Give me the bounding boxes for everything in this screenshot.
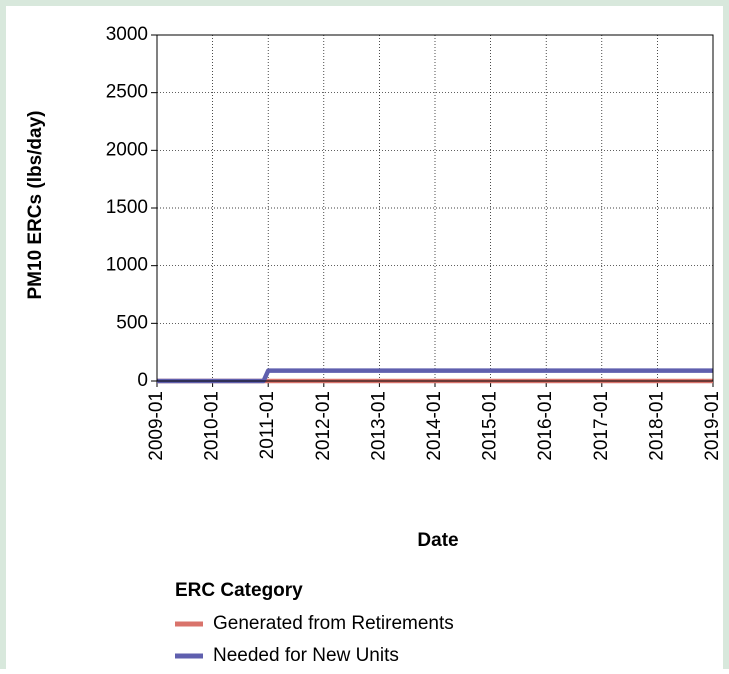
x-tick-label: 2012-01 bbox=[313, 391, 334, 461]
plot-border bbox=[156, 34, 714, 382]
x-tick-label: 2011-01 bbox=[257, 391, 278, 459]
panel bbox=[6, 6, 723, 669]
x-tick-label: 2016-01 bbox=[535, 391, 556, 461]
x-tick-label: 2013-01 bbox=[368, 391, 389, 461]
x-tick-label: 2014-01 bbox=[424, 391, 445, 461]
x-tick-label: 2019-01 bbox=[702, 391, 723, 461]
y-tick-label: 1000 bbox=[106, 255, 148, 276]
x-axis-label: Date bbox=[417, 530, 458, 551]
legend-label: Generated from Retirements bbox=[213, 613, 454, 634]
y-tick-label: 3000 bbox=[106, 24, 148, 45]
x-tick-label: 2009-01 bbox=[146, 391, 167, 461]
y-tick-label: 0 bbox=[137, 370, 148, 391]
x-tick-label: 2018-01 bbox=[646, 391, 667, 461]
legend-label: Needed for New Units bbox=[213, 645, 399, 666]
y-tick-label: 500 bbox=[116, 312, 148, 333]
y-tick-label: 2500 bbox=[106, 82, 148, 103]
x-tick-label: 2015-01 bbox=[480, 391, 501, 461]
x-tick-label: 2010-01 bbox=[202, 391, 223, 461]
legend-title: ERC Category bbox=[175, 580, 303, 601]
x-tick-label: 2017-01 bbox=[591, 391, 612, 461]
y-tick-label: 1500 bbox=[106, 197, 148, 218]
y-tick-label: 2000 bbox=[106, 139, 148, 160]
y-axis-label: PM10 ERCs (lbs/day) bbox=[25, 111, 46, 300]
